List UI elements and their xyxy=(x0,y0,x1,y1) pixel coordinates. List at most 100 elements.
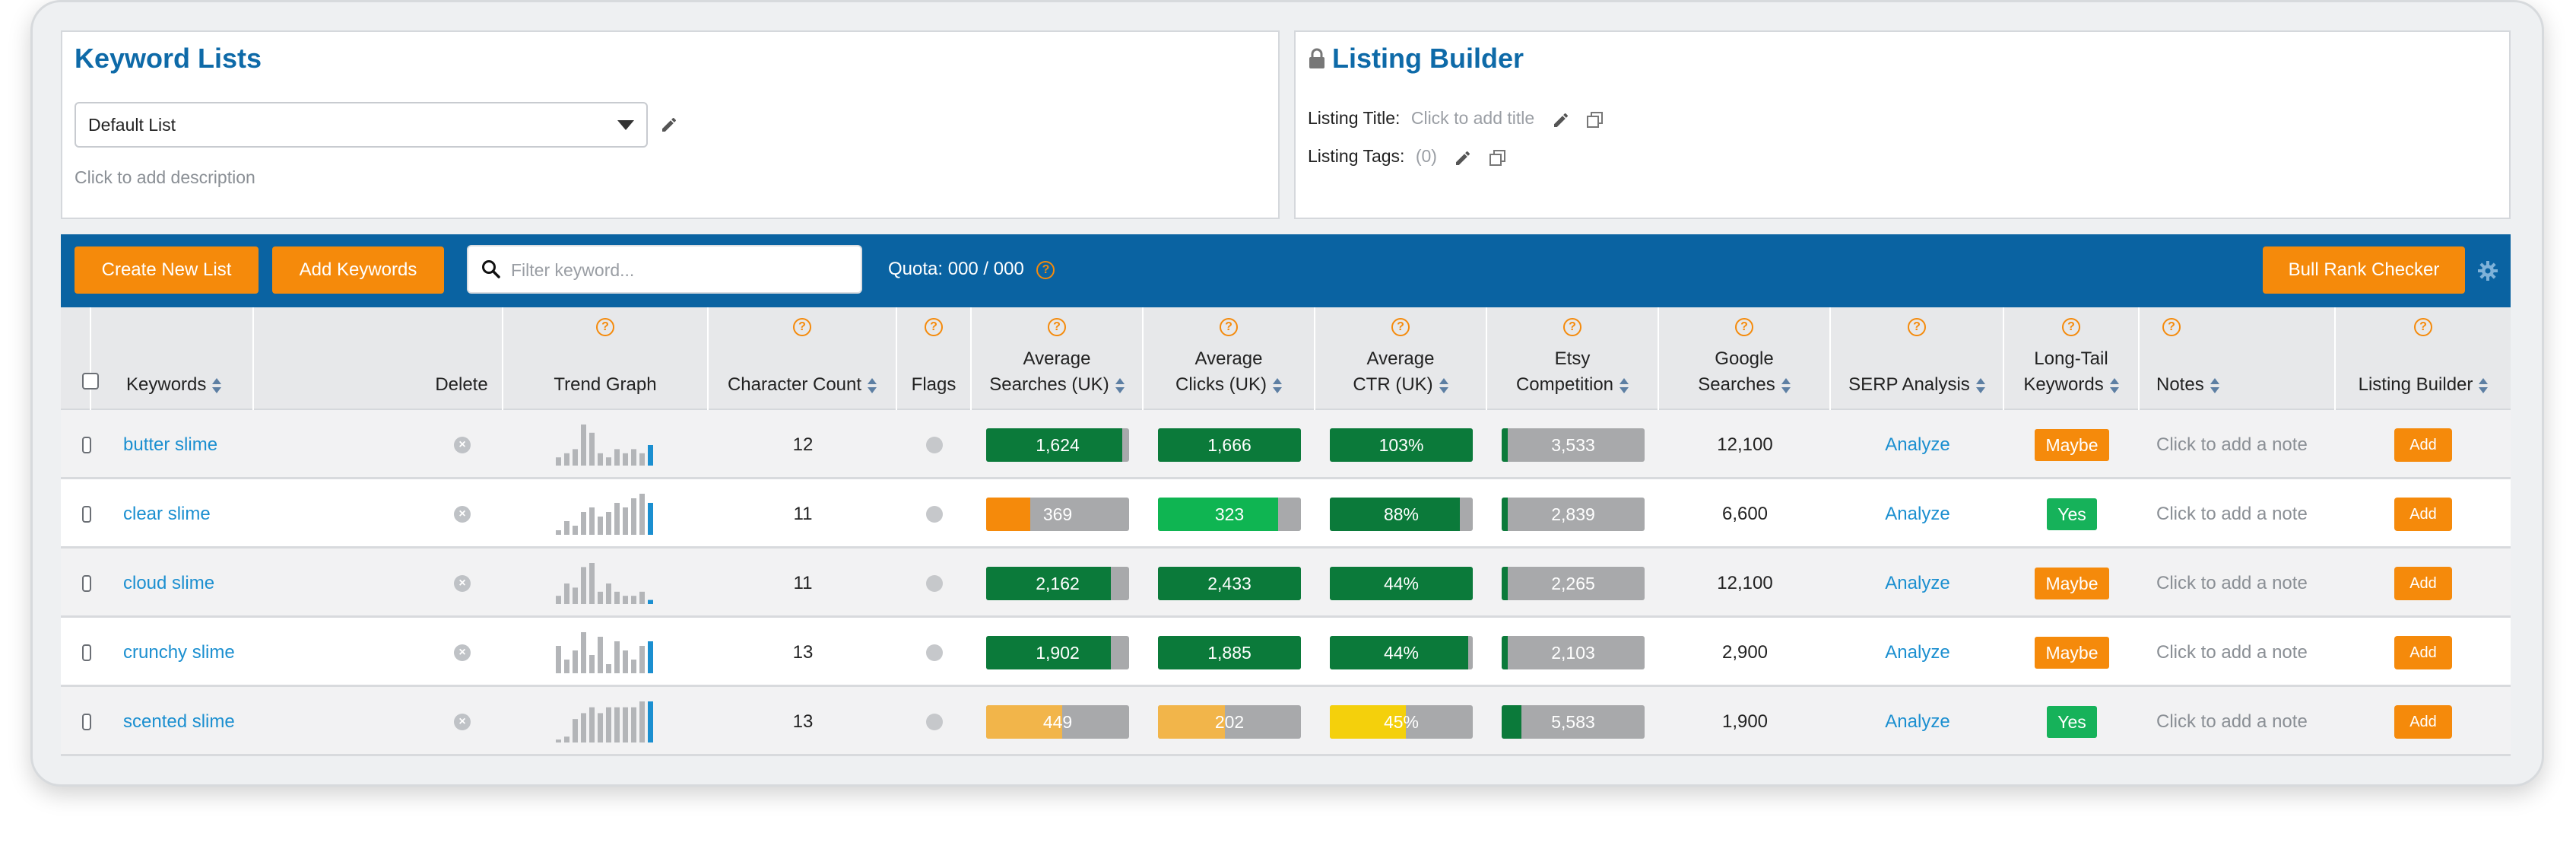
pencil-icon[interactable] xyxy=(1552,111,1570,129)
copy-icon[interactable] xyxy=(1585,110,1605,130)
bull-rank-checker-button[interactable]: Bull Rank Checker xyxy=(2263,246,2465,294)
analyze-link[interactable]: Analyze xyxy=(1885,711,1950,732)
help-icon[interactable]: ? xyxy=(925,318,943,336)
help-icon[interactable]: ? xyxy=(1563,318,1581,336)
delete-icon[interactable]: × xyxy=(454,713,471,730)
add-note-field[interactable]: Click to add a note xyxy=(2156,641,2308,663)
listing-builder-title: Listing Builder xyxy=(1308,43,1524,76)
col-avg-clicks[interactable]: ? Average Clicks (UK) xyxy=(1144,307,1315,410)
character-count-value: 11 xyxy=(793,572,813,593)
help-icon[interactable]: ? xyxy=(2062,318,2080,336)
list-description[interactable]: Click to add description xyxy=(75,167,255,187)
help-icon[interactable]: ? xyxy=(1036,260,1055,279)
avg-clicks-value: 2,433 xyxy=(1207,573,1252,593)
pencil-icon[interactable] xyxy=(1454,149,1472,167)
etsy-competition-bar-fill xyxy=(1502,635,1508,669)
analyze-link[interactable]: Analyze xyxy=(1885,572,1950,593)
col-listing-builder[interactable]: ? Listing Builder xyxy=(2336,307,2511,410)
etsy-competition: 3,533 xyxy=(1487,410,1659,479)
keyword-link[interactable]: butter slime xyxy=(123,434,218,455)
help-icon[interactable]: ? xyxy=(1735,318,1753,336)
listing-title-value[interactable]: Click to add title xyxy=(1410,108,1535,128)
row-checkbox[interactable] xyxy=(82,505,91,523)
sort-icon xyxy=(1975,377,1985,393)
delete-icon[interactable]: × xyxy=(454,644,471,661)
add-to-listing-button[interactable]: Add xyxy=(2394,635,2452,669)
add-to-listing-button[interactable]: Add xyxy=(2394,497,2452,531)
add-note-field[interactable]: Click to add a note xyxy=(2156,503,2308,524)
col-google-searches[interactable]: ? Google Searches xyxy=(1659,307,1831,410)
avg-searches-value: 2,162 xyxy=(1036,573,1080,593)
delete-icon[interactable]: × xyxy=(454,505,471,523)
listing-title-label: Listing Title: xyxy=(1308,108,1401,128)
help-icon[interactable]: ? xyxy=(793,318,811,336)
col-character-count[interactable]: ? Character Count xyxy=(709,307,897,410)
row-checkbox[interactable] xyxy=(82,713,91,730)
trend-bar xyxy=(589,432,595,466)
add-keywords-button[interactable]: Add Keywords xyxy=(272,246,444,294)
avg-searches: 369 xyxy=(972,479,1144,549)
gear-icon[interactable] xyxy=(2477,260,2498,281)
col-keywords[interactable]: Keywords xyxy=(108,307,254,410)
sort-icon xyxy=(1273,377,1282,393)
analyze-link[interactable]: Analyze xyxy=(1885,503,1950,524)
help-icon[interactable]: ? xyxy=(2414,318,2432,336)
col-notes[interactable]: ? Notes xyxy=(2140,307,2336,410)
col-serp-analysis[interactable]: ? SERP Analysis xyxy=(1831,307,2004,410)
avg-clicks-value: 1,666 xyxy=(1207,434,1252,455)
trend-bar xyxy=(631,595,636,604)
lock-icon xyxy=(1308,44,1326,76)
avg-clicks-bar: 1,885 xyxy=(1158,635,1301,669)
trend-bar xyxy=(564,453,569,466)
flags-cell xyxy=(897,479,972,549)
add-to-listing-button[interactable]: Add xyxy=(2394,704,2452,739)
trend-bar xyxy=(631,707,636,742)
trend-bar xyxy=(606,663,611,673)
trend-bar xyxy=(631,498,636,535)
add-note-field[interactable]: Click to add a note xyxy=(2156,572,2308,593)
col-long-tail[interactable]: ? Long-Tail Keywords xyxy=(2004,307,2140,410)
help-icon[interactable]: ? xyxy=(596,318,614,336)
google-searches-cell: 12,100 xyxy=(1659,410,1831,479)
delete-icon[interactable]: × xyxy=(454,436,471,453)
analyze-link[interactable]: Analyze xyxy=(1885,434,1950,455)
create-new-list-button[interactable]: Create New List xyxy=(75,246,259,294)
row-checkbox[interactable] xyxy=(82,436,91,453)
character-count-cell: 13 xyxy=(709,687,897,756)
keyword-link[interactable]: clear slime xyxy=(123,503,211,524)
select-all-checkbox[interactable] xyxy=(82,373,99,390)
pencil-icon[interactable] xyxy=(660,116,678,138)
keyword-list-select[interactable]: Default List xyxy=(75,102,648,148)
row-select-cell xyxy=(61,549,91,618)
help-icon[interactable]: ? xyxy=(1048,318,1066,336)
copy-icon[interactable] xyxy=(1488,148,1508,168)
etsy-competition-value: 2,103 xyxy=(1551,642,1595,663)
etsy-competition: 2,265 xyxy=(1487,549,1659,618)
help-icon[interactable]: ? xyxy=(1391,318,1410,336)
add-note-field[interactable]: Click to add a note xyxy=(2156,711,2308,732)
delete-icon[interactable]: × xyxy=(454,574,471,592)
etsy-competition-value: 5,583 xyxy=(1551,711,1595,732)
filter-keyword-input[interactable] xyxy=(511,256,845,285)
add-to-listing-button[interactable]: Add xyxy=(2394,428,2452,462)
listing-builder-cell: Add xyxy=(2336,410,2511,479)
col-etsy-competition[interactable]: ? Etsy Competition xyxy=(1487,307,1659,410)
help-icon[interactable]: ? xyxy=(1908,318,1926,336)
delete-cell: × xyxy=(421,549,503,618)
flag-indicator-icon xyxy=(926,713,943,730)
keyword-cell: clear slime xyxy=(108,479,254,549)
avg-clicks-bar-fill xyxy=(1158,497,1278,531)
col-avg-searches[interactable]: ? Average Searches (UK) xyxy=(972,307,1144,410)
keyword-link[interactable]: crunchy slime xyxy=(123,641,235,663)
col-avg-ctr[interactable]: ? Average CTR (UK) xyxy=(1315,307,1487,410)
add-to-listing-button[interactable]: Add xyxy=(2394,566,2452,600)
analyze-link[interactable]: Analyze xyxy=(1885,641,1950,663)
add-note-field[interactable]: Click to add a note xyxy=(2156,434,2308,455)
row-checkbox[interactable] xyxy=(82,644,91,661)
listing-builder-title-text: Listing Builder xyxy=(1332,43,1524,74)
help-icon[interactable]: ? xyxy=(2162,318,2181,336)
help-icon[interactable]: ? xyxy=(1220,318,1238,336)
keyword-link[interactable]: cloud slime xyxy=(123,572,215,593)
keyword-link[interactable]: scented slime xyxy=(123,711,235,732)
row-checkbox[interactable] xyxy=(82,574,91,592)
